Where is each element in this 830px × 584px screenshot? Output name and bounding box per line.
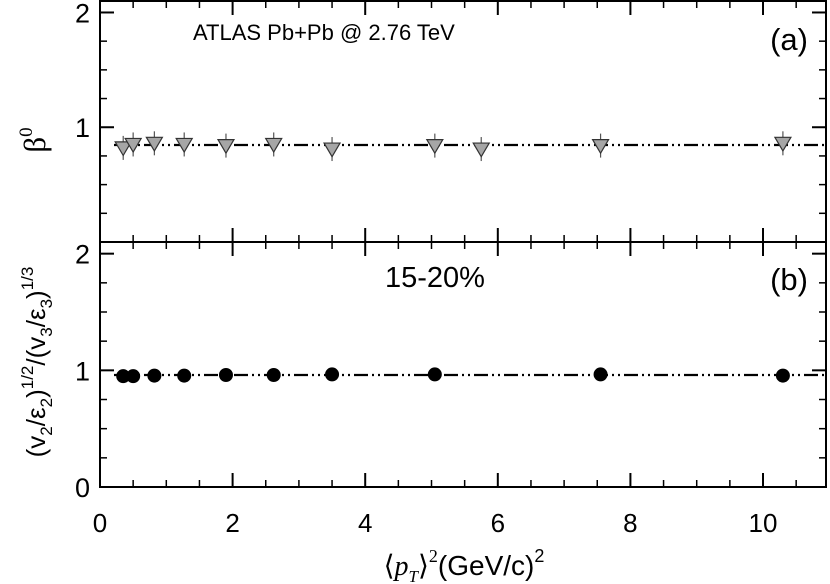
data-point-triangle: [175, 137, 194, 154]
data-point-circle: [126, 369, 141, 384]
x-tick-label: 2: [225, 508, 239, 538]
data-point-circle: [177, 368, 192, 383]
data-point-circle: [266, 368, 281, 382]
x-tick-label: 0: [93, 508, 107, 538]
data-point-triangle: [124, 137, 143, 154]
data-point-triangle: [472, 142, 491, 158]
data-point-triangle: [323, 142, 342, 158]
data-point-circle: [593, 367, 608, 382]
y-tick-label: 1: [75, 113, 90, 143]
data-point-circle: [427, 367, 442, 382]
data-point-triangle: [216, 139, 236, 155]
svg-text:β0: β0: [16, 127, 52, 152]
y-tick-label: 2: [75, 240, 90, 270]
panel-b-ticks: 0 1 2: [75, 240, 826, 503]
data-point-triangle: [773, 136, 792, 153]
data-point-circle: [775, 368, 790, 383]
panel-a-ylabel-text: β: [17, 137, 52, 153]
svg-text:(v2/ε2)1/2/(v3/ε3)1/3: (v2/ε2)1/2/(v3/ε3)1/3: [18, 267, 56, 458]
x-tick-label: 8: [623, 508, 637, 538]
data-point-triangle: [264, 137, 283, 154]
panel-b-markers: [116, 367, 790, 384]
panel-a-label: (a): [770, 22, 808, 57]
panel-a: 12 ATLAS Pb+Pb @ 2.76 TeV (a) β0: [16, 0, 827, 243]
y-tick-label: 2: [75, 0, 90, 28]
x-axis: 0 2 4 6 8 10: [93, 508, 778, 538]
data-point-triangle: [591, 139, 610, 155]
panel-a-ylabel: β0: [16, 127, 52, 152]
panel-b: 0 1 2 15-20% (b) (v2/ε2)1/2/(v3/ε3)1/3: [18, 240, 827, 503]
data-point-triangle: [145, 136, 164, 153]
panel-a-ticks: 12: [75, 0, 826, 242]
svg-text:⟨pT⟩2(GeV/c)2: ⟨pT⟩2(GeV/c)2: [384, 546, 545, 584]
panel-a-markers: [114, 131, 792, 162]
panel-a-ylabel-sup: 0: [16, 127, 37, 137]
y-tick-label: 1: [75, 356, 90, 386]
panel-a-annotation: ATLAS Pb+Pb @ 2.76 TeV: [193, 20, 455, 45]
panel-b-label: (b): [770, 262, 808, 297]
x-tick-label: 10: [749, 508, 778, 538]
x-axis-label: ⟨pT⟩2(GeV/c)2: [384, 546, 545, 584]
data-point-circle: [325, 367, 340, 382]
panel-b-ylabel: (v2/ε2)1/2/(v3/ε3)1/3: [18, 267, 56, 458]
data-point-circle: [147, 368, 162, 383]
y-tick-label: 0: [75, 473, 90, 503]
panel-b-frame: [99, 241, 827, 488]
data-point-triangle: [425, 139, 444, 155]
data-point-triangle: [114, 141, 133, 157]
panel-b-annotation: 15-20%: [385, 262, 485, 294]
data-point-circle: [218, 368, 233, 382]
x-tick-label: 4: [358, 508, 372, 538]
x-tick-label: 6: [491, 508, 505, 538]
